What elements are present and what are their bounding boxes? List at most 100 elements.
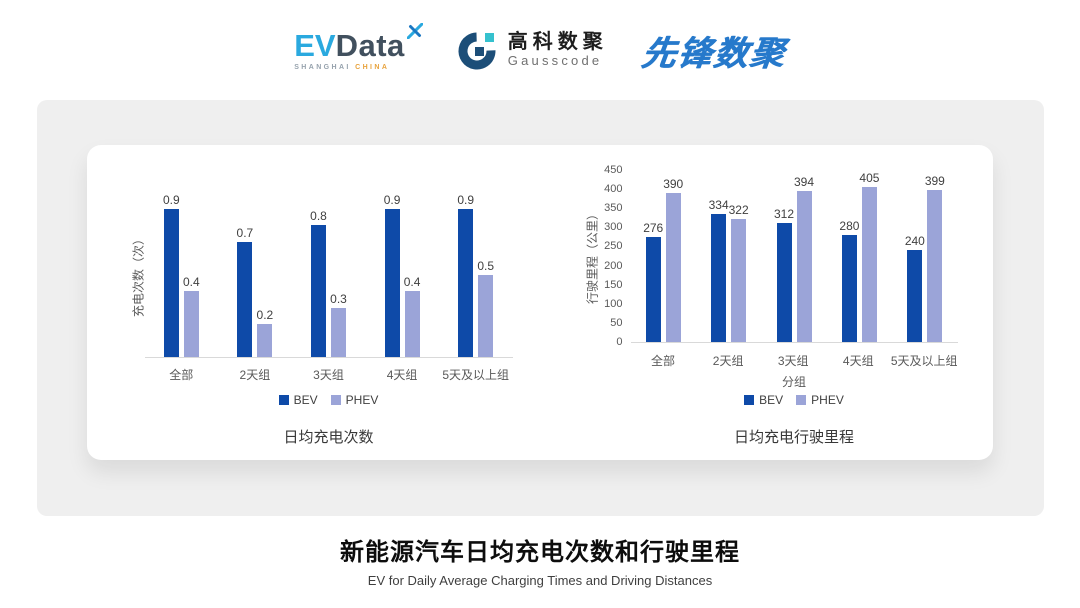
page-subtitle: EV for Daily Average Charging Times and …: [367, 573, 713, 588]
evdata-shanghai-text: SHANGHAI: [294, 63, 351, 71]
bar-group: 0.8 0.3: [292, 192, 366, 357]
legend-item-bev: BEV: [744, 393, 783, 407]
bar-value-label: 334: [708, 198, 729, 213]
evdata-star-icon: [406, 22, 423, 39]
category-label: 全部: [651, 354, 676, 368]
legend-label: PHEV: [811, 393, 844, 407]
bar-phev: 0.5: [477, 259, 494, 357]
footer: 新能源汽车日均充电次数和行驶里程 EV for Daily Average Ch…: [0, 532, 1080, 588]
page: EV Data SHANGHAI CHINA 高科数聚 Gausscode: [0, 0, 1080, 588]
y-tick-label: 450: [604, 164, 623, 176]
bar-value-label: 0.8: [310, 209, 327, 223]
chart-daily-charging-times: 充电次数（次） 0.9 0.4 0.7 0.2 0.8 0.3 0.9 0.4 0.9 0.5 全部 2…: [87, 145, 540, 460]
bar-value-label: 390: [663, 176, 684, 191]
category-label: 2天组: [239, 368, 271, 382]
bar-phev: 0.4: [183, 275, 200, 357]
bar-phev: 0.3: [330, 292, 347, 357]
x-category-labels: 全部 2天组 3天组 4天组 5天及以上组: [631, 352, 958, 369]
category-label: 5天及以上组: [890, 354, 958, 368]
chart-title: 日均充电次数: [283, 429, 374, 446]
bar-group: 0.9 0.4: [365, 192, 439, 357]
y-tick-label: 300: [604, 221, 623, 234]
bar-value-label: 399: [924, 173, 945, 188]
bar-group: 280 405: [827, 170, 892, 342]
bar-value-label: 0.5: [477, 258, 495, 273]
legend: BEV PHEV: [145, 393, 513, 407]
xianfeng-logo: 先锋数聚: [639, 34, 788, 73]
legend-swatch: [330, 395, 341, 405]
legend-swatch: [744, 395, 755, 405]
bar-value-label: 0.7: [236, 225, 254, 240]
y-tick-label: 400: [604, 183, 623, 196]
legend: BEV PHEV: [631, 393, 958, 407]
bar-value-label: 405: [859, 171, 880, 186]
chart-daily-driving-distance: 行驶里程（公里） 0 50 100 150 200 250 300 350 400 450 276 39…: [540, 145, 993, 460]
logo-header: EV Data SHANGHAI CHINA 高科数聚 Gausscode: [0, 0, 1080, 100]
category-label: 3天组: [777, 354, 809, 368]
chart-card: 充电次数（次） 0.9 0.4 0.7 0.2 0.8 0.3 0.9 0.4 0.9 0.5 全部 2…: [86, 145, 993, 460]
legend-label: BEV: [759, 393, 784, 407]
bar-bev: 0.9: [163, 193, 180, 357]
bar-bev: 334: [709, 198, 729, 342]
bar-value-label: 280: [839, 219, 860, 233]
bar-group: 276 390: [631, 170, 696, 342]
y-tick-label: 150: [604, 278, 623, 291]
bar-phev: 0.2: [257, 308, 273, 357]
bar-value-label: 0.4: [182, 275, 200, 289]
y-tick-label: 250: [604, 240, 623, 253]
legend-label: BEV: [293, 393, 318, 407]
bar-value-label: 0.3: [330, 291, 347, 306]
category-label: 全部: [169, 368, 194, 382]
category-label: 4天组: [842, 354, 874, 368]
legend-item-phev: PHEV: [796, 393, 844, 407]
bar-value-label: 0.9: [457, 192, 475, 207]
bar-phev: 405: [859, 171, 879, 342]
bar-bev: 0.7: [237, 226, 253, 357]
bar-group: 0.9 0.4: [145, 192, 219, 357]
bar-bev: 0.9: [384, 193, 400, 357]
x-axis-label: 分组: [781, 375, 806, 389]
y-tick-label: 350: [604, 202, 623, 215]
bar-group: 334 322: [696, 170, 761, 342]
bar-phev: 0.4: [404, 275, 420, 357]
bar-value-label: 312: [774, 206, 795, 221]
bar-bev: 280: [839, 219, 859, 342]
bar-bev: 0.8: [310, 209, 327, 357]
bar-value-label: 276: [643, 220, 664, 235]
legend-swatch: [278, 395, 289, 405]
bar-value-label: 0.4: [403, 275, 421, 289]
bar-value-label: 0.9: [162, 192, 180, 207]
bar-phev: 399: [925, 174, 945, 342]
bar-bev: 312: [774, 207, 794, 342]
legend-swatch: [796, 395, 807, 405]
x-category-labels: 全部 2天组 3天组 4天组 5天及以上组: [145, 366, 513, 383]
evdata-subtext: SHANGHAI CHINA: [294, 64, 423, 71]
y-axis-label: 充电次数（次）: [131, 232, 145, 317]
evdata-logo: EV Data SHANGHAI CHINA: [294, 22, 423, 71]
gausscode-logo: 高科数聚 Gausscode: [457, 29, 608, 71]
category-label: 4天组: [386, 368, 418, 382]
category-label: 5天及以上组: [442, 368, 510, 382]
gausscode-g-icon: [458, 32, 496, 70]
gray-panel: 充电次数（次） 0.9 0.4 0.7 0.2 0.8 0.3 0.9 0.4 0.9 0.5 全部 2…: [36, 100, 1044, 516]
bar-bev: 276: [643, 221, 663, 342]
bar-phev: 390: [663, 177, 683, 342]
evdata-ev-text: EV: [294, 27, 336, 63]
chart-title: 日均充电行驶里程: [733, 429, 854, 446]
bar-value-label: 0.2: [256, 308, 274, 322]
bar-value-label: 240: [904, 234, 925, 249]
bar-group: 0.7 0.2: [218, 192, 292, 357]
y-tick-label: 100: [604, 297, 623, 310]
category-label: 2天组: [712, 354, 744, 368]
bar-phev: 394: [794, 175, 814, 342]
bar-value-label: 394: [794, 175, 815, 190]
bar-value-label: 0.9: [383, 192, 401, 207]
legend-label: PHEV: [345, 393, 379, 407]
bar-group: 240 399: [892, 170, 957, 342]
bar-value-label: 322: [728, 202, 749, 217]
legend-item-phev: PHEV: [330, 393, 379, 407]
evdata-china-text: CHINA: [355, 63, 390, 71]
plot-area: 0.9 0.4 0.7 0.2 0.8 0.3 0.9 0.4 0.9 0.5: [144, 192, 513, 358]
page-title: 新能源汽车日均充电次数和行驶里程: [340, 539, 740, 566]
plot-area: 276 390 334 322 312 394 280 405 240 399: [630, 170, 958, 343]
